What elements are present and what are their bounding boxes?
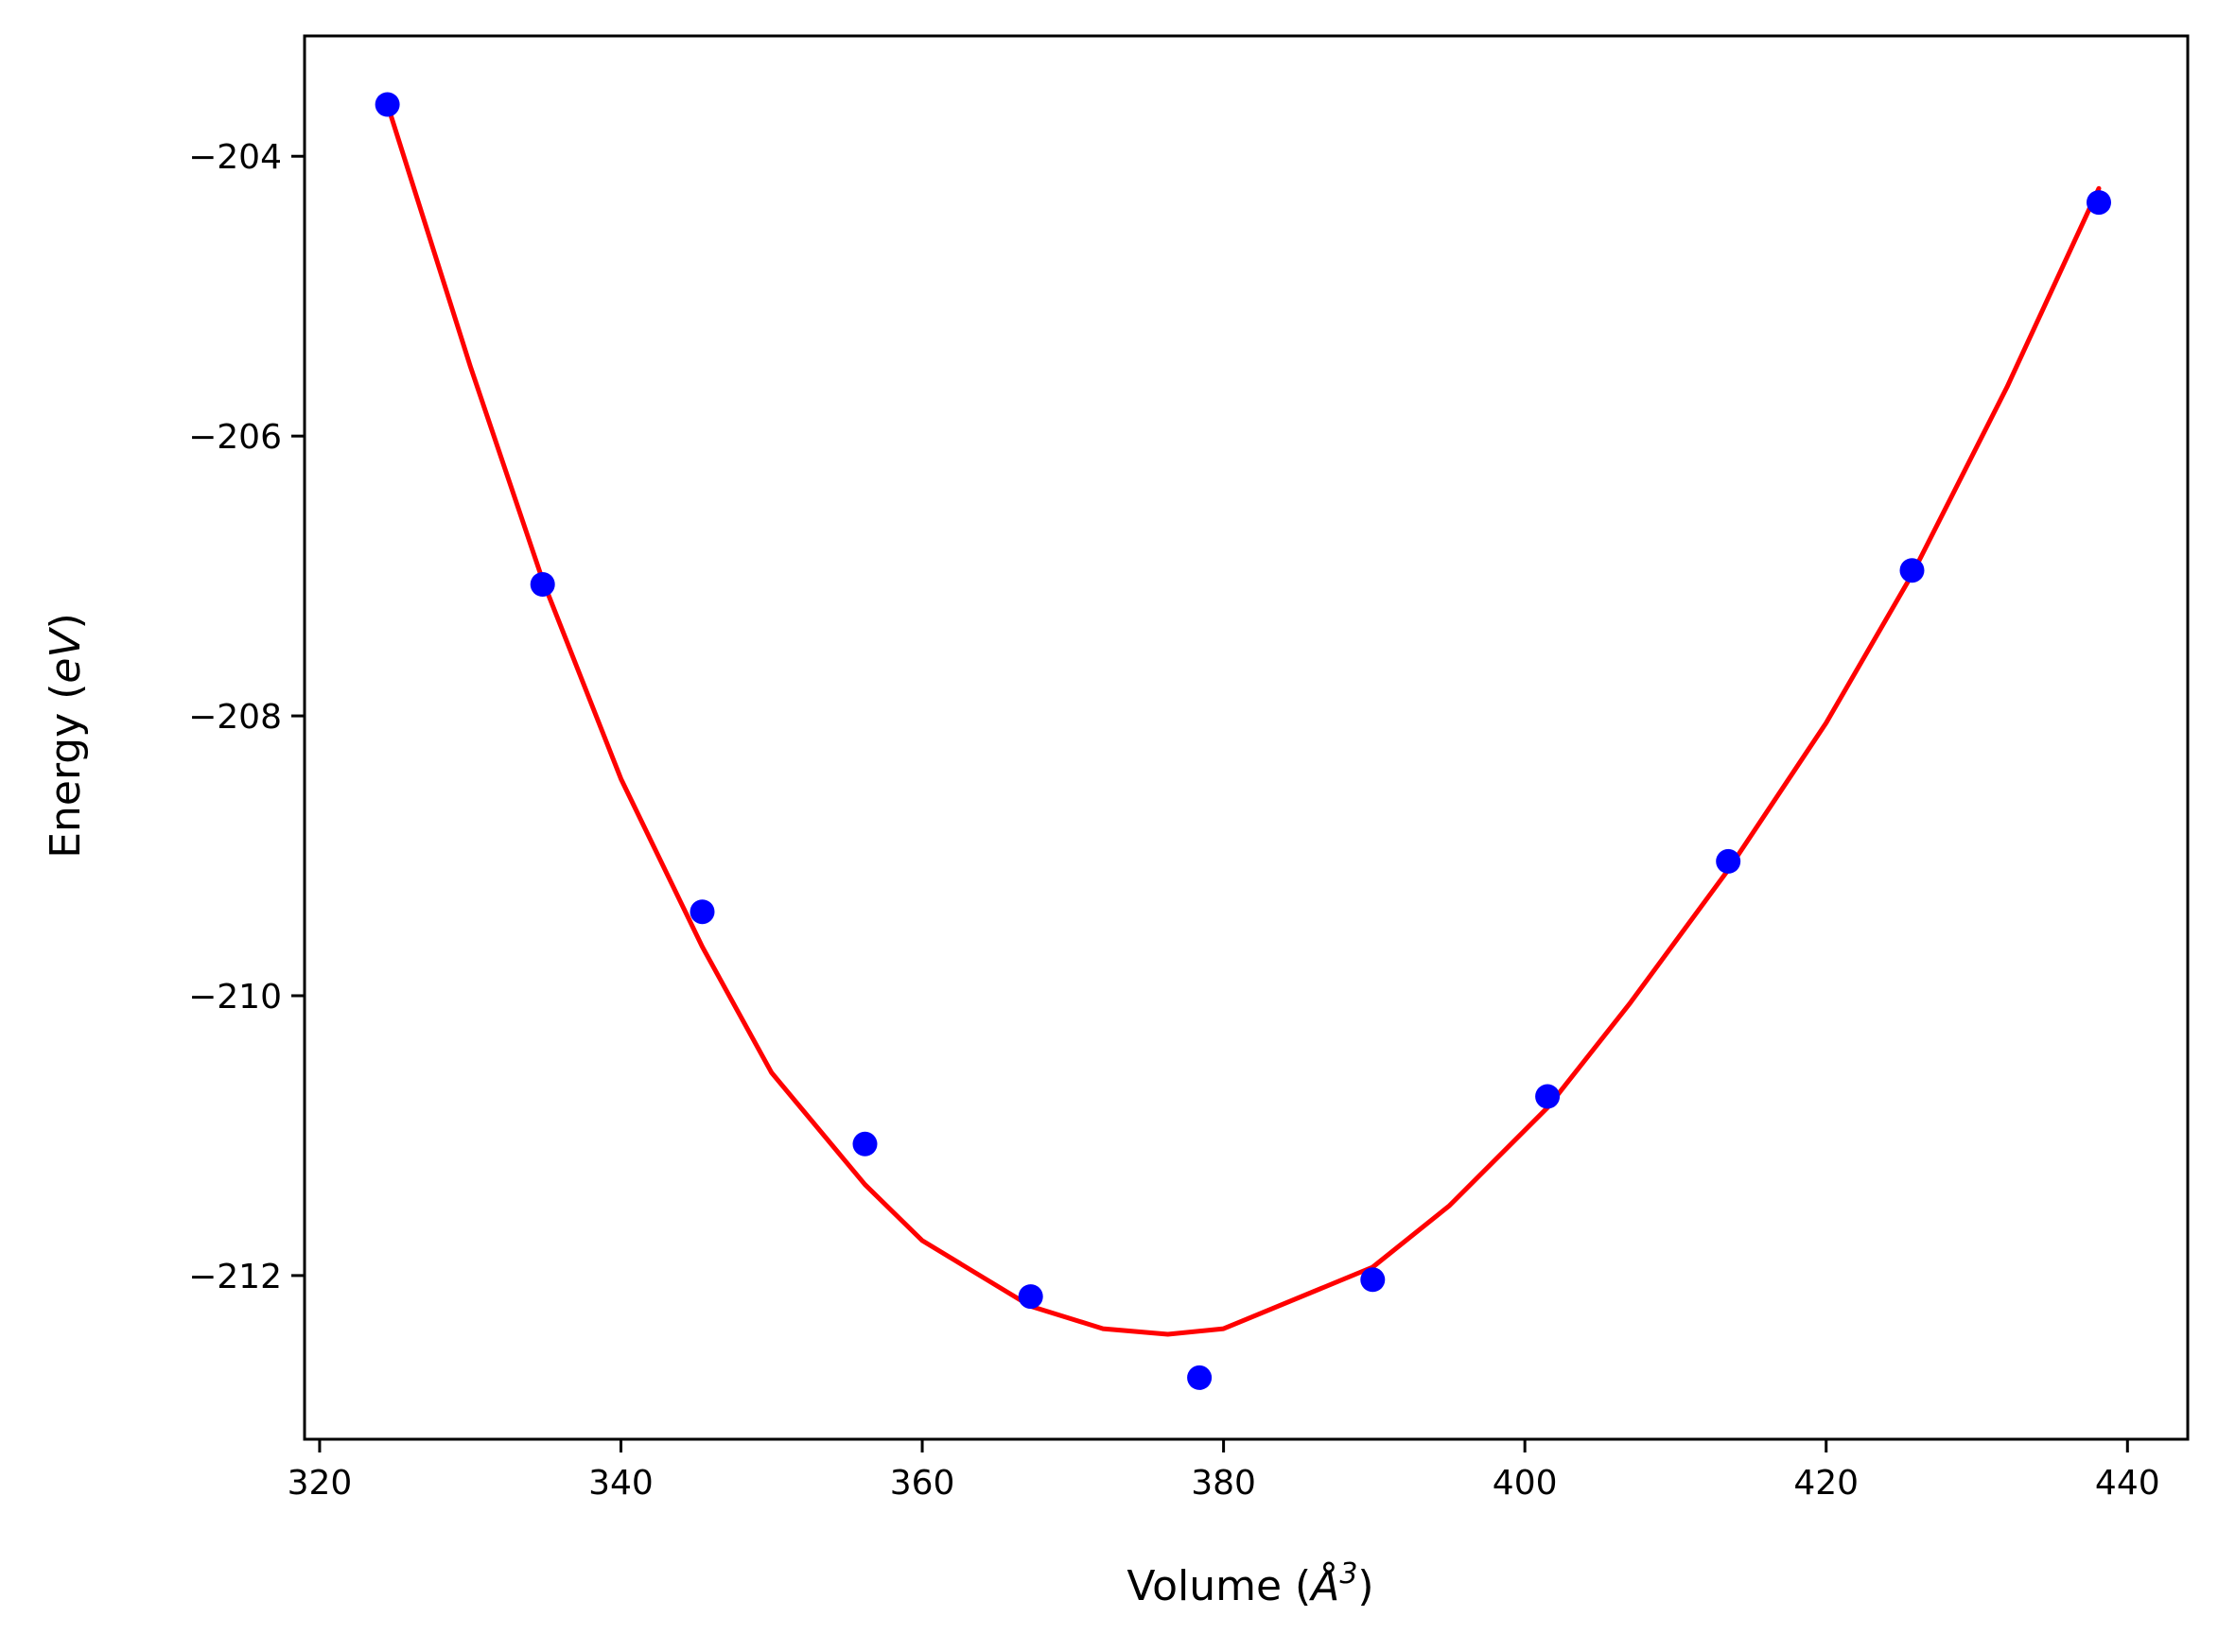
x-axis-label: Volume (Å3) bbox=[1126, 1557, 1373, 1610]
data-point bbox=[1360, 1267, 1386, 1293]
x-tick-label: 420 bbox=[1793, 1464, 1859, 1503]
x-tick-label: 440 bbox=[2095, 1464, 2160, 1503]
data-point bbox=[1018, 1284, 1043, 1310]
data-point bbox=[530, 572, 555, 597]
y-axis-label: Energy (eV) bbox=[42, 613, 90, 859]
fit-curve-line bbox=[385, 102, 2102, 1337]
x-axis-label-power: 3 bbox=[1339, 1557, 1357, 1591]
axes-frame bbox=[303, 34, 2190, 1441]
axes: 320 340 360 380 400 420 440 −204 −206 −208 −210 −21… bbox=[188, 34, 2190, 1503]
x-tick-label: 400 bbox=[1493, 1464, 1558, 1503]
x-axis-label-unit: Å bbox=[1308, 1560, 1339, 1610]
y-tick-label: −208 bbox=[188, 698, 282, 737]
y-tick-label: −210 bbox=[188, 978, 282, 1017]
y-axis-label-unit: eV bbox=[42, 627, 90, 684]
data-point bbox=[2087, 190, 2111, 216]
data-point bbox=[852, 1131, 878, 1156]
x-tick-label: 380 bbox=[1191, 1464, 1256, 1503]
y-tick-label: −204 bbox=[188, 138, 282, 177]
data-point bbox=[1716, 848, 1741, 874]
data-point bbox=[690, 899, 715, 925]
x-tick-label: 340 bbox=[588, 1464, 654, 1503]
data-point bbox=[1535, 1084, 1561, 1109]
y-axis-label-prefix: Energy ( bbox=[42, 684, 90, 859]
plot-area bbox=[375, 92, 2111, 1390]
x-tick-label: 360 bbox=[890, 1464, 955, 1503]
data-point bbox=[1899, 558, 1925, 583]
y-tick-label: −206 bbox=[188, 418, 282, 457]
x-axis-label-prefix: Volume ( bbox=[1126, 1562, 1311, 1610]
x-tick-label: 320 bbox=[288, 1464, 353, 1503]
y-tick-label: −212 bbox=[188, 1258, 282, 1296]
y-axis-label-suffix: ) bbox=[42, 613, 90, 629]
data-point bbox=[375, 92, 400, 117]
x-axis-label-suffix: ) bbox=[1357, 1562, 1373, 1610]
data-point bbox=[1187, 1365, 1213, 1390]
